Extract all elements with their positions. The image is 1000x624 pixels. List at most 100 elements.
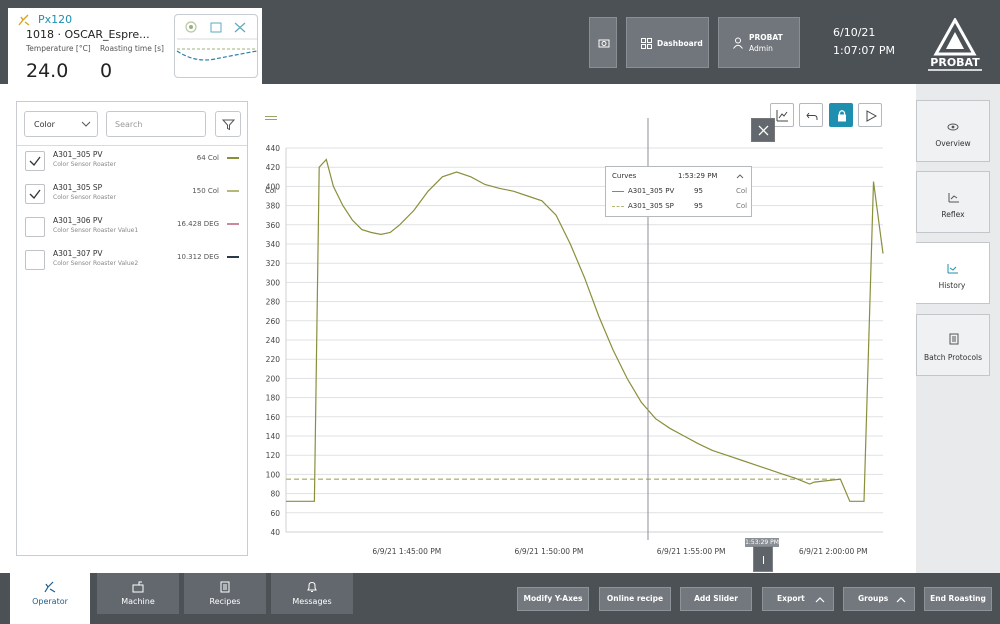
machine-status-card[interactable]: Px120 1018 · OSCAR_Espre... Temperature … <box>8 8 262 84</box>
bell-icon <box>307 581 317 592</box>
signal-name: A301_305 PV <box>53 150 103 159</box>
signal-value: 150 Col <box>192 187 219 195</box>
checkmark-icon <box>29 156 41 166</box>
tab-batch-protocols-label: Batch Protocols <box>923 353 983 362</box>
y-tick-label: 80 <box>270 490 280 499</box>
user-account-button[interactable]: PROBAT Admin <box>718 17 800 68</box>
tab-recipes[interactable]: Recipes <box>184 573 266 614</box>
filter-button[interactable] <box>215 111 241 137</box>
autoscale-button[interactable] <box>770 103 794 127</box>
tab-history-label: History <box>938 281 966 290</box>
signal-checkbox[interactable] <box>25 151 45 171</box>
current-date: 6/10/21 <box>833 26 876 39</box>
signal-list-item[interactable]: A301_305 SP Color Sensor Roaster 150 Col <box>17 179 247 212</box>
current-time: 1:07:07 PM <box>833 44 896 57</box>
chevron-up-icon[interactable] <box>736 173 744 179</box>
signal-checkbox[interactable] <box>25 250 45 270</box>
tab-operator[interactable]: Operator <box>10 573 90 624</box>
bottom-bar: Operator Machine Recipes Messages Modify… <box>0 573 1000 624</box>
dashboard-button[interactable]: Dashboard <box>626 17 709 68</box>
roaster-status-icon <box>18 14 30 26</box>
user-name: PROBAT <box>749 33 783 42</box>
close-slider-button[interactable] <box>751 118 775 142</box>
add-slider-button[interactable]: Add Slider <box>680 587 752 611</box>
end-roasting-button[interactable]: End Roasting <box>924 587 992 611</box>
signal-value: 16.428 DEG <box>177 220 219 228</box>
y-tick-label: 440 <box>266 144 281 153</box>
temperature-label: Temperature [°C] <box>26 44 91 53</box>
y-tick-label: 400 <box>266 182 281 191</box>
x-tick-label: 6/9/21 1:45:00 PM <box>372 547 441 556</box>
x-tick-label: 6/9/21 2:00:00 PM <box>799 547 868 556</box>
tab-messages[interactable]: Messages <box>271 573 353 614</box>
temperature-value: 24.0 <box>26 60 69 82</box>
signal-list-panel: Color A301_305 PV Color Sensor Roaster 64 … <box>16 101 248 556</box>
top-bar: Px120 1018 · OSCAR_Espre... Temperature … <box>0 0 1000 84</box>
signal-checkbox[interactable] <box>25 217 45 237</box>
play-icon <box>866 110 877 122</box>
machine-icon <box>132 581 144 593</box>
play-button[interactable] <box>858 103 882 127</box>
tooltip-row-unit: Col <box>736 202 748 210</box>
signal-name: A301_306 PV <box>53 216 103 225</box>
camera-button[interactable] <box>589 17 617 68</box>
right-navigation: Overview Reflex History Batch Protocols <box>916 84 1000 573</box>
groups-button[interactable]: Groups <box>843 587 915 611</box>
x-tick-label: 6/9/21 1:55:00 PM <box>657 547 726 556</box>
slider-handle[interactable] <box>753 546 773 572</box>
tooltip-swatch-sp <box>612 206 624 207</box>
curves-tooltip: Curves 1:53:29 PM A301_305 PV 95 Col A30… <box>605 166 752 217</box>
export-button[interactable]: Export <box>762 587 834 611</box>
user-icon <box>733 37 743 49</box>
signal-value: 64 Col <box>196 154 219 162</box>
y-tick-label: 140 <box>266 432 281 441</box>
tab-machine[interactable]: Machine <box>97 573 179 614</box>
tab-reflex[interactable]: Reflex <box>916 171 990 233</box>
dashboard-label: Dashboard <box>657 39 703 48</box>
chevron-up-icon <box>896 597 906 603</box>
signal-description: Color Sensor Roaster <box>53 161 116 168</box>
tooltip-title: Curves <box>612 172 637 180</box>
y-tick-label: 340 <box>266 240 281 249</box>
history-chart[interactable]: 40 60 80 100 120 140 160 180 200 220 240 260 280 300 3… <box>256 95 896 565</box>
signal-description: Color Sensor Roaster Value1 <box>53 227 139 234</box>
tab-history[interactable]: History <box>916 242 990 304</box>
signal-list-item[interactable]: A301_305 PV Color Sensor Roaster 64 Col <box>17 146 247 179</box>
slider-time-label: 1:53:29 PM <box>745 538 779 547</box>
signal-color-swatch <box>227 190 239 192</box>
export-label: Export <box>777 594 805 603</box>
online-recipe-button[interactable]: Online recipe <box>599 587 671 611</box>
undo-icon <box>806 112 818 120</box>
y-tick-label: 160 <box>266 413 281 422</box>
tooltip-row-value: 95 <box>694 187 703 195</box>
signal-group-select[interactable]: Color <box>24 111 98 137</box>
unit-swatch <box>265 119 277 120</box>
roasting-time-label: Roasting time [s] <box>100 44 164 53</box>
y-tick-label: 380 <box>266 202 281 211</box>
mini-trend-chart <box>176 21 258 61</box>
document-icon <box>949 333 959 345</box>
tab-batch-protocols[interactable]: Batch Protocols <box>916 314 990 376</box>
undo-button[interactable] <box>799 103 823 127</box>
tab-machine-label: Machine <box>121 597 155 606</box>
signal-list-item[interactable]: A301_306 PV Color Sensor Roaster Value1 16… <box>17 212 247 245</box>
search-input[interactable] <box>106 111 206 137</box>
y-tick-label: 200 <box>266 374 281 383</box>
signal-checkbox[interactable] <box>25 184 45 204</box>
machine-batch-name: 1018 · OSCAR_Espre... <box>26 28 150 41</box>
autoscale-icon <box>776 110 788 122</box>
modify-y-axes-button[interactable]: Modify Y-Axes <box>517 587 589 611</box>
history-chart-icon <box>947 264 958 274</box>
signal-name: A301_305 SP <box>53 183 103 192</box>
mini-trend-widget <box>174 14 258 78</box>
reflex-chart-icon <box>948 193 959 203</box>
user-role: Admin <box>749 44 773 53</box>
list-divider <box>17 145 247 146</box>
tab-overview[interactable]: Overview <box>916 100 990 162</box>
lock-button[interactable] <box>829 103 853 127</box>
signal-color-swatch <box>227 256 239 258</box>
signal-list-item[interactable]: A301_307 PV Color Sensor Roaster Value2 10… <box>17 245 247 278</box>
signal-color-swatch <box>227 157 239 159</box>
tab-operator-label: Operator <box>32 597 68 606</box>
tab-recipes-label: Recipes <box>209 597 241 606</box>
